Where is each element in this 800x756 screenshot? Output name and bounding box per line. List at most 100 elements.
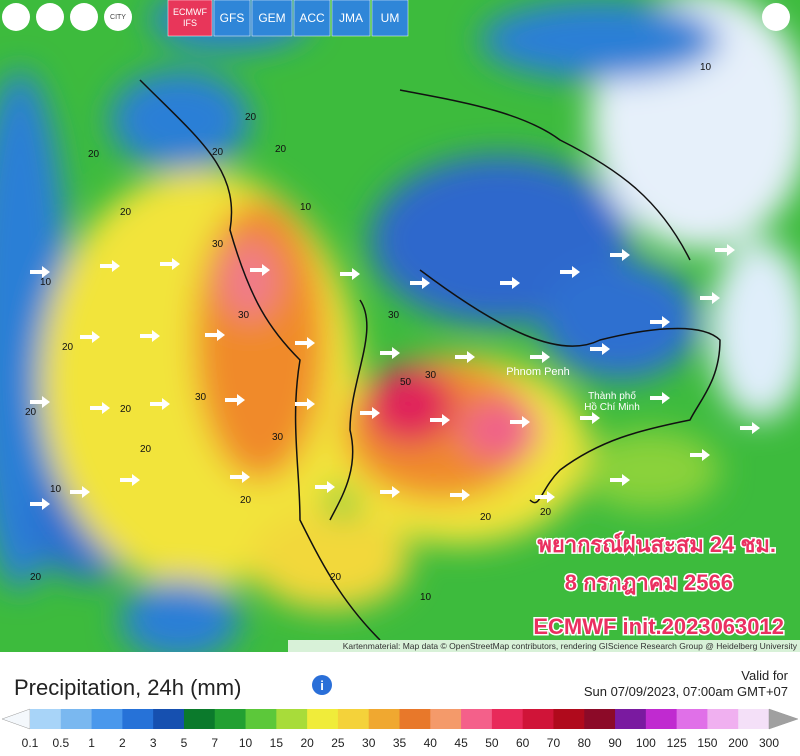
coastline	[139, 79, 721, 641]
zoom-button[interactable]	[70, 3, 98, 31]
wind-arrow	[160, 258, 180, 270]
wind-arrow	[650, 316, 670, 328]
colorbar-label: 40	[424, 736, 438, 750]
colorbar-label: 100	[636, 736, 656, 750]
wind-arrow	[30, 396, 50, 408]
model-label: UM	[381, 11, 400, 25]
wind-arrows	[30, 244, 760, 510]
model-label: GEM	[258, 11, 285, 25]
colorbar-label: 25	[331, 736, 345, 750]
colorbar-segment	[399, 709, 431, 729]
colorbar-segment	[522, 709, 554, 729]
wind-arrow	[100, 260, 120, 272]
contour-label: 30	[212, 239, 224, 250]
model-button[interactable]	[251, 0, 293, 37]
contour-label: 20	[245, 112, 257, 123]
contour-label: 20	[120, 404, 132, 415]
colorbar-segment	[491, 709, 524, 729]
model-button[interactable]	[293, 0, 331, 37]
place-label: Thành phố	[588, 390, 636, 402]
refresh-button[interactable]	[2, 3, 30, 31]
share-button[interactable]	[762, 3, 790, 31]
valid-time: Sun 07/09/2023, 07:00am GMT+07	[584, 684, 788, 699]
wind-arrow	[455, 351, 475, 363]
wind-arrow	[740, 422, 760, 434]
wind-arrow	[430, 414, 450, 426]
contour-label: 50	[400, 377, 412, 388]
precip-field	[0, 0, 800, 652]
overlay-init: ECMWF init.2023063012	[533, 614, 784, 639]
colorbar-label: 125	[667, 736, 687, 750]
attribution: Kartenmaterial: Map data © OpenStreetMap…	[343, 641, 798, 651]
colorbar-segment	[122, 709, 154, 729]
overlay-date: 8 กรกฎาคม 2566	[565, 570, 733, 595]
wind-arrow	[70, 486, 90, 498]
wind-arrow	[90, 402, 110, 414]
contour-label: 20	[275, 144, 287, 155]
wind-arrow	[295, 337, 315, 349]
model-button[interactable]	[167, 0, 213, 37]
wind-arrow	[610, 249, 630, 261]
model-button[interactable]	[331, 0, 371, 37]
colorbar-segment	[276, 709, 308, 729]
city-button[interactable]	[104, 3, 132, 31]
attribution-bg	[288, 640, 800, 652]
contour-label: 20	[140, 444, 152, 455]
location-button[interactable]	[36, 3, 64, 31]
wind-arrow	[120, 474, 140, 486]
colorbar-segment	[153, 709, 185, 729]
wind-arrow	[510, 416, 530, 428]
colorbar-label: 30	[362, 736, 376, 750]
city-label: CITY	[110, 14, 126, 21]
contour-label: 20	[62, 342, 74, 353]
colorbar-segment	[645, 709, 678, 729]
colorbar-segment	[368, 709, 400, 729]
contour-label: 20	[540, 507, 552, 518]
colorbar-segment	[676, 709, 708, 729]
contour-label: 20	[212, 147, 224, 158]
colorbar-segment	[553, 709, 585, 729]
colorbar-segment	[615, 709, 647, 729]
colorbar-label: 3	[150, 736, 157, 750]
colorbar-end	[768, 708, 799, 730]
colorbar-label: 7	[211, 736, 218, 750]
contour-label: 10	[700, 62, 712, 73]
colorbar-segment	[91, 709, 123, 729]
legend-title: Precipitation, 24h (mm)	[14, 675, 241, 700]
wind-arrow	[30, 498, 50, 510]
contour-label: 20	[25, 407, 37, 418]
contour-label: 10	[50, 484, 62, 495]
wind-arrow	[450, 489, 470, 501]
model-button[interactable]	[371, 0, 409, 37]
wind-arrow	[410, 277, 430, 289]
wind-arrow	[360, 407, 380, 419]
colorbar-end	[1, 708, 31, 730]
colorbar-label: 80	[578, 736, 592, 750]
wind-arrow	[30, 266, 50, 278]
info-button[interactable]	[312, 675, 332, 695]
contour-label: 20	[240, 495, 252, 506]
colorbar-label: 5	[181, 736, 188, 750]
contour-label: 10	[40, 277, 52, 288]
contour-label: 30	[272, 432, 284, 443]
contour-label: 20	[30, 572, 42, 583]
colorbar-label: 300	[759, 736, 779, 750]
wind-arrow	[340, 268, 360, 280]
colorbar-segment	[337, 709, 370, 729]
model-button[interactable]	[213, 0, 251, 37]
colorbar-label: 15	[270, 736, 284, 750]
wind-arrow	[150, 398, 170, 410]
wind-arrow	[690, 449, 710, 461]
contour-label: 30	[425, 370, 437, 381]
place-label: Phnom Penh	[506, 366, 570, 378]
contour-label: 30	[238, 310, 250, 321]
info-icon: i	[320, 678, 324, 693]
model-label: JMA	[339, 11, 363, 25]
wind-arrow	[530, 351, 550, 363]
colorbar-segment	[214, 709, 247, 729]
wind-arrow	[650, 392, 670, 404]
wind-arrow	[230, 471, 250, 483]
wind-arrow	[380, 347, 400, 359]
colorbar-label: 35	[393, 736, 407, 750]
